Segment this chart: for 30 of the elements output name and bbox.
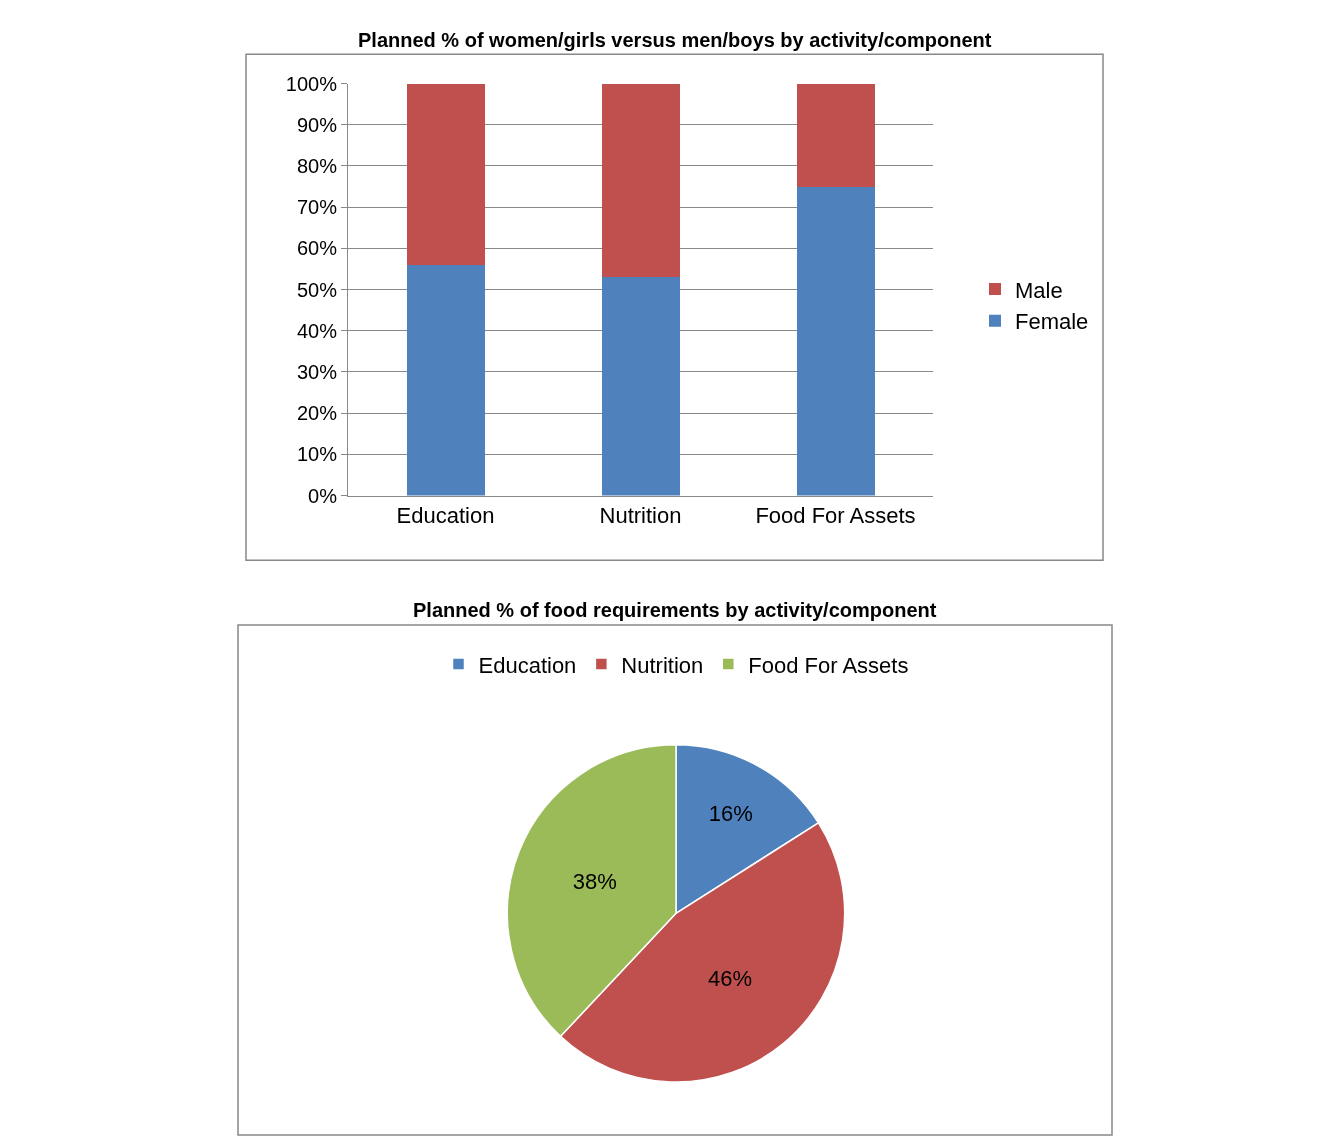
bar (601, 277, 680, 496)
x-tick-label: Education (396, 502, 495, 528)
y-tick-label: 50% (296, 278, 338, 301)
legend-label: Food For Assets (748, 652, 909, 678)
legend-label: Nutrition (621, 652, 704, 678)
chart-title: Planned % of women/girls versus men/boys by activity/component (358, 29, 992, 51)
y-tick-label: 80% (296, 154, 338, 177)
y-tick-label: 60% (296, 237, 338, 260)
x-tick-label: Nutrition (599, 502, 682, 528)
y-tick-label: 20% (296, 402, 338, 425)
legend-label: Male (1015, 277, 1063, 303)
y-tick-label: 70% (296, 196, 338, 219)
bar (406, 264, 485, 496)
bar (796, 186, 875, 496)
x-tick-label: Food For Assets (755, 502, 916, 528)
y-tick-label: 100% (285, 72, 338, 95)
data-label: 46% (707, 966, 752, 992)
bar (796, 83, 875, 187)
bar (601, 83, 680, 278)
data-label: 38% (572, 868, 617, 894)
legend-label: Education (478, 652, 577, 678)
data-label: 16% (708, 801, 753, 827)
y-tick-label: 10% (296, 443, 338, 466)
y-tick-label: 40% (296, 319, 338, 342)
y-tick-label: 90% (296, 113, 338, 136)
bar (406, 83, 485, 265)
legend-label: Female (1015, 309, 1089, 335)
y-tick-label: 30% (296, 360, 338, 383)
chart-title: Planned % of food requirements by activity/component (413, 599, 937, 621)
y-tick-label: 0% (308, 484, 338, 507)
